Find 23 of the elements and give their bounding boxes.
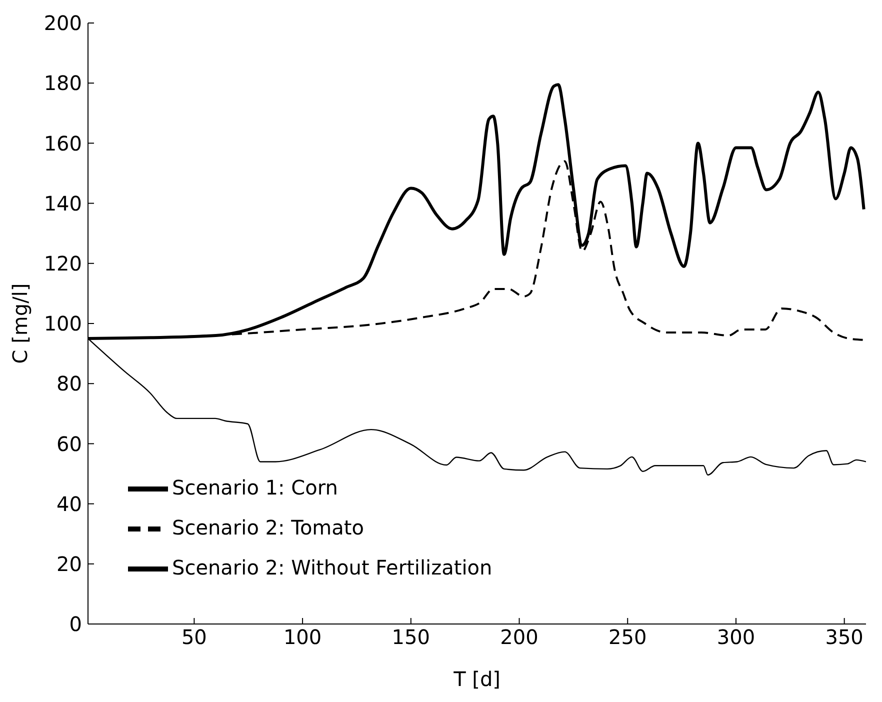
x-tick-label: 250 (608, 625, 647, 650)
legend-label: Scenario 2: Without Fertilization (172, 555, 492, 580)
y-tick-label: 80 (56, 372, 82, 396)
legend-label: Scenario 1: Corn (172, 475, 338, 500)
y-tick-label: 180 (44, 71, 82, 96)
y-tick-label: 160 (44, 131, 82, 156)
y-tick-label: 20 (56, 552, 82, 576)
x-tick-label: 200 (500, 625, 538, 650)
y-axis-title: C [mg/l] (8, 283, 32, 364)
legend-label: Scenario 2: Tomato (172, 515, 364, 540)
y-tick-label: 40 (56, 492, 82, 516)
y-tick-label: 140 (44, 191, 82, 216)
y-tick-label: 120 (44, 252, 82, 276)
x-tick-label: 150 (392, 625, 430, 650)
y-tick-label: 60 (56, 432, 82, 456)
x-axis-title: T [d] (452, 667, 500, 691)
x-tick-label: 350 (825, 625, 864, 650)
y-tick-label: 200 (44, 11, 82, 36)
x-tick-label: 300 (716, 625, 756, 650)
y-tick-label: 0 (69, 612, 82, 636)
y-tick-label: 100 (44, 312, 82, 336)
x-tick-label: 100 (283, 625, 322, 650)
x-tick-label: 50 (181, 625, 207, 650)
